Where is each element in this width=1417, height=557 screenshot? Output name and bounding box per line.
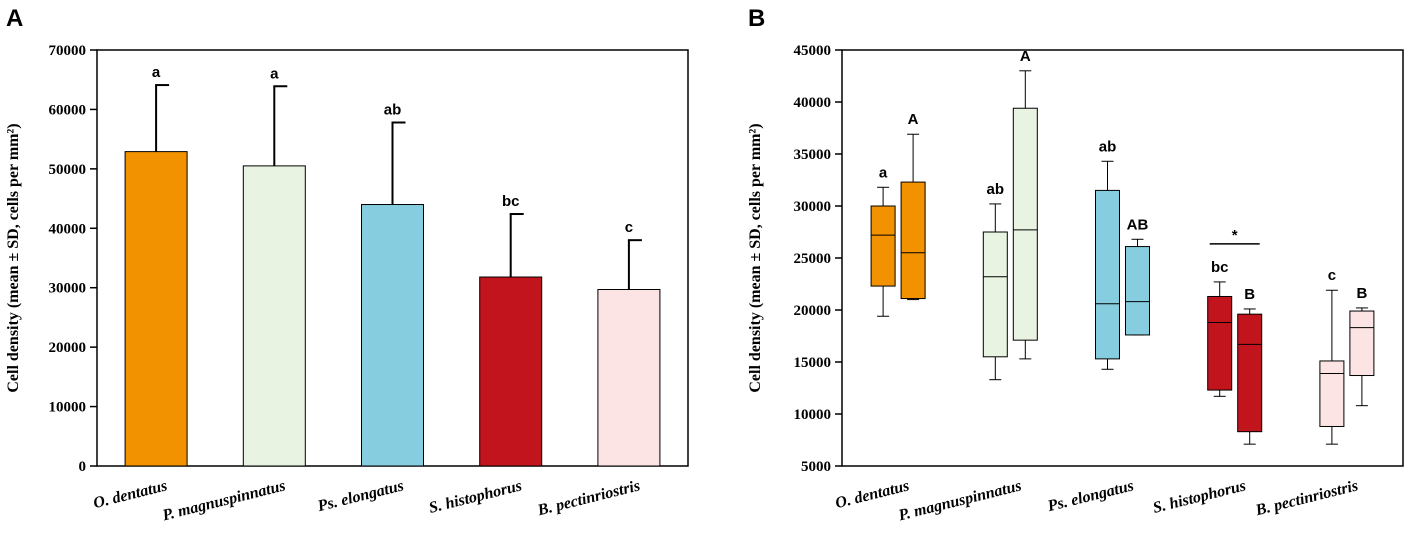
panel-b-significance-label: ab	[987, 181, 1005, 198]
panel-b-box-p-magnuspinnatus-s2	[1012, 107, 1038, 341]
panel-b-significance-label: A	[908, 111, 919, 128]
panel-a-y-tick-label: 20000	[49, 340, 87, 356]
panel-a-y-tick-label: 10000	[49, 400, 87, 416]
panel-b-y-tick-label: 40000	[794, 95, 832, 111]
panel-a-chart: 0 10000 20000 30000 40000 50000 60000 70000 Cell…	[5, 43, 689, 525]
panel-a-y-tick-label: 70000	[49, 43, 87, 59]
panel-b-significance-label: ab	[1099, 138, 1117, 155]
panel-b-chart: 5000 10000 15000 20000 25000 30000 35000 40000 4…	[747, 43, 1404, 525]
panel-a-category-label-o-dentatus: O. dentatus	[92, 477, 169, 512]
panel-b-box-p-magnuspinnatus-s1	[982, 231, 1008, 358]
panel-a-bar-b-pectinriostris	[597, 288, 661, 467]
panel-b-category-label-b-pectinriostris: B. pectinriostris	[1253, 477, 1360, 519]
panel-b-box-s-histophorus-s2	[1237, 313, 1263, 433]
panel-b-box-ps-elongatus-s2	[1125, 246, 1150, 336]
panel-b-y-tick-label: 20000	[794, 303, 832, 319]
panel-a-category-label-p-magnuspinnatus: P. magnuspinnatus	[160, 477, 287, 524]
panel-b-category-label-s-histophorus: S. histophorus	[1151, 477, 1247, 517]
panel-b-box-b-pectinriostris-s1	[1319, 360, 1345, 427]
panel-a-significance-label: c	[625, 219, 633, 236]
panel-a-y-tick-label: 30000	[49, 281, 87, 297]
panel-b-y-tick-label: 10000	[794, 407, 832, 423]
panel-a-significance-label: ab	[384, 102, 402, 119]
panel-b-box-b-pectinriostris-s2	[1349, 310, 1375, 377]
panel-b-category-label-ps-elongatus: Ps. elongatus	[1045, 477, 1135, 515]
panel-a-category-label-b-pectinriostris: B. pectinriostris	[535, 477, 642, 519]
panel-b-significance-label: A	[1020, 48, 1031, 65]
panel-b-box-s-histophorus-s1	[1207, 295, 1233, 391]
panel-b-y-tick-label: 15000	[794, 355, 832, 371]
panel-a-y-tick-label: 0	[79, 459, 87, 475]
panel-a-y-tick-label: 40000	[49, 221, 87, 237]
panel-b-significance-asterisk: *	[1232, 227, 1238, 244]
panel-b-significance-label: B	[1356, 285, 1367, 302]
panel-a-category-label-s-histophorus: S. histophorus	[427, 477, 523, 517]
panel-a-title: A	[6, 5, 23, 32]
panel-a-bar-o-dentatus	[124, 151, 188, 467]
panel-b-significance-label: bc	[1211, 259, 1229, 276]
panel-a-y-tick-label: 60000	[49, 102, 87, 118]
panel-a-y-tick-label: 50000	[49, 162, 87, 178]
panel-a-significance-label: a	[152, 64, 161, 81]
panel-b-plot-frame	[841, 49, 1404, 467]
panel-a-bar-p-magnuspinnatus	[242, 165, 306, 467]
panel-a-bar-ps-elongatus	[361, 204, 424, 467]
panel-b-box-ps-elongatus-s1	[1095, 189, 1120, 360]
panel-a-significance-label: bc	[502, 193, 520, 210]
panel-b-y-tick-label: 30000	[794, 199, 832, 215]
panel-b-y-tick-label: 25000	[794, 251, 832, 267]
panel-b-title: B	[748, 5, 765, 32]
panel-a-category-label-ps-elongatus: Ps. elongatus	[315, 477, 405, 515]
panel-b-significance-label: AB	[1127, 216, 1149, 233]
panel-b-y-tick-label: 5000	[801, 459, 831, 475]
panel-b-box-o-dentatus-s1	[870, 205, 896, 287]
panel-b-y-tick-label: 45000	[794, 43, 832, 59]
panel-b-significance-label: c	[1328, 267, 1336, 284]
panel-b-y-tick-label: 35000	[794, 147, 832, 163]
panel-b-y-axis-label: Cell density (mean ± SD, cells per mm²)	[747, 123, 764, 392]
panel-a-significance-label: a	[270, 65, 279, 82]
panel-b-category-label-p-magnuspinnatus: P. magnuspinnatus	[896, 477, 1023, 524]
panel-b-significance-label: a	[879, 164, 888, 181]
panel-b-significance-label: B	[1244, 286, 1255, 303]
panel-b-box-o-dentatus-s2	[900, 181, 926, 300]
panel-a-bar-s-histophorus	[479, 276, 543, 467]
panel-a-y-axis-label: Cell density (mean ± SD, cells per mm²)	[5, 123, 22, 392]
